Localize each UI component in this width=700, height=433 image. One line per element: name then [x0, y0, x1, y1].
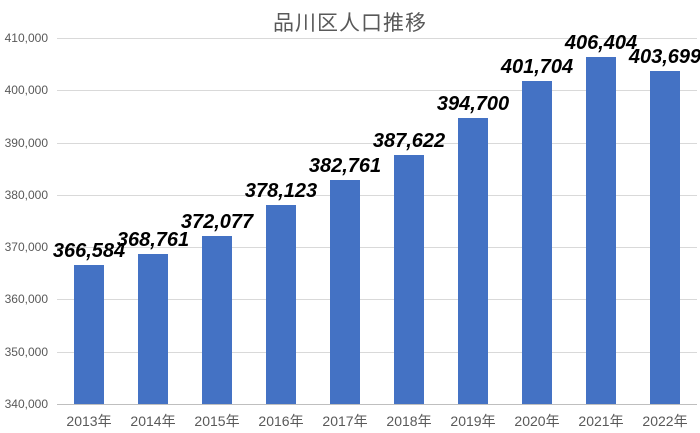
- bar-value-label: 401,704: [500, 56, 574, 78]
- y-tick-label: 340,000: [4, 397, 48, 411]
- gridline: [57, 299, 697, 300]
- bar-value-label: 366,584: [52, 240, 126, 262]
- bar-value-label: 378,123: [244, 180, 318, 202]
- bar-value-label: 403,699: [628, 46, 700, 68]
- x-tick-label: 2013年: [66, 413, 112, 429]
- y-tick-label: 350,000: [4, 345, 48, 359]
- y-tick-label: 360,000: [4, 292, 48, 306]
- y-tick-label: 370,000: [4, 240, 48, 254]
- x-tick-label: 2020年: [514, 413, 560, 429]
- gridline: [57, 90, 697, 91]
- bar: [458, 118, 488, 404]
- bar: [394, 155, 424, 404]
- gridline: [57, 247, 697, 248]
- bar: [650, 71, 680, 404]
- bar-value-label: 394,700: [436, 93, 510, 115]
- bar: [522, 81, 552, 404]
- x-tick-label: 2019年: [450, 413, 496, 429]
- bar-value-label: 406,404: [564, 32, 638, 54]
- x-tick-label: 2017年: [322, 413, 368, 429]
- bar-value-label: 387,622: [372, 130, 446, 152]
- gridline: [57, 195, 697, 196]
- x-axis-line: [57, 404, 697, 405]
- gridline: [57, 352, 697, 353]
- bar: [202, 236, 232, 404]
- x-tick-label: 2018年: [386, 413, 432, 429]
- bar: [138, 254, 168, 404]
- x-tick-label: 2021年: [578, 413, 624, 429]
- y-tick-label: 410,000: [4, 31, 48, 45]
- x-tick-label: 2016年: [258, 413, 304, 429]
- x-tick-label: 2022年: [642, 413, 688, 429]
- x-tick-label: 2015年: [194, 413, 240, 429]
- bar: [586, 57, 616, 404]
- y-tick-label: 380,000: [4, 188, 48, 202]
- bar-value-label: 382,761: [308, 155, 382, 177]
- y-tick-label: 390,000: [4, 136, 48, 150]
- bar: [266, 205, 296, 404]
- gridline: [57, 143, 697, 144]
- y-tick-label: 400,000: [4, 83, 48, 97]
- gridline: [57, 38, 697, 39]
- chart-title: 品川区人口推移: [273, 12, 427, 35]
- bar: [330, 180, 360, 404]
- bar-value-label: 368,761: [116, 229, 190, 251]
- bar: [74, 265, 104, 404]
- bar-value-label: 372,077: [180, 211, 254, 233]
- x-tick-label: 2014年: [130, 413, 176, 429]
